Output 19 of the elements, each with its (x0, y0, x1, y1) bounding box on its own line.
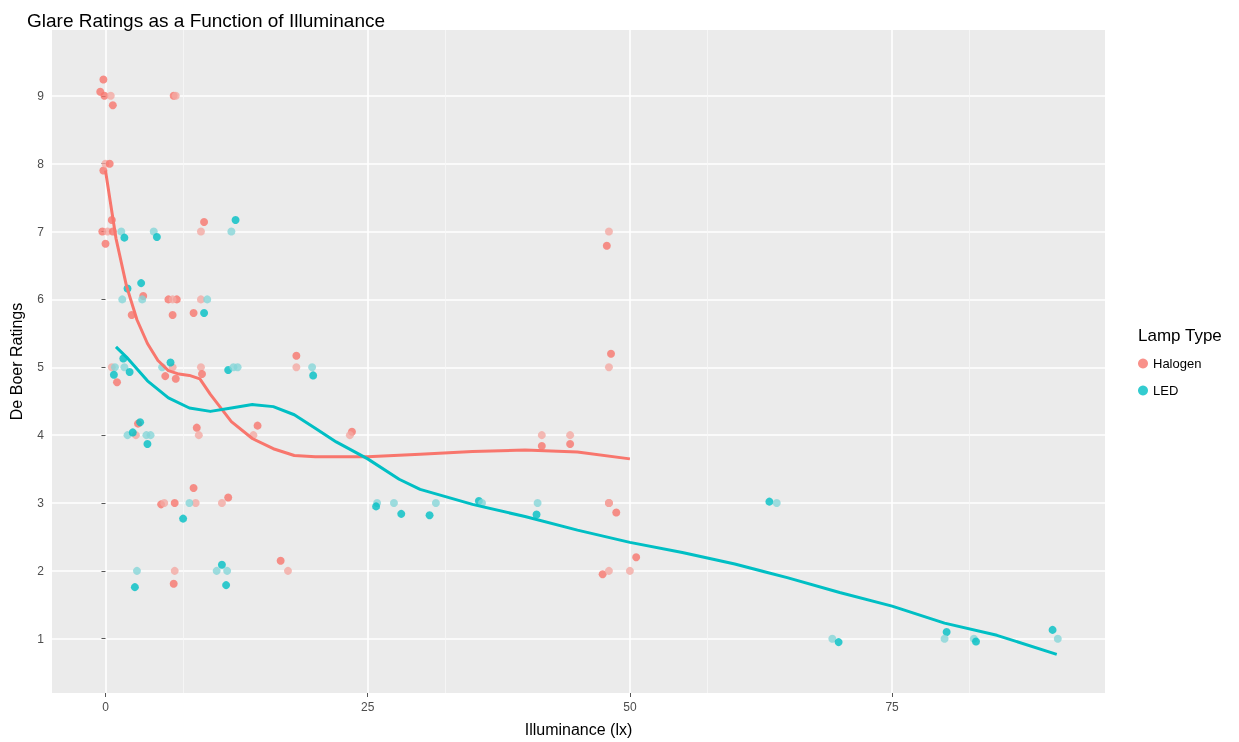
y-tick-label: 1 (37, 631, 45, 646)
y-axis-title: De Boer Ratings (7, 302, 25, 421)
y-tick-label: 5 (37, 360, 45, 375)
chart-title: Glare Ratings as a Function of Illuminance (27, 10, 386, 31)
y-tick-label: 6 (37, 292, 45, 307)
y-tick-label: 7 (37, 224, 45, 239)
y-tick-label: 9 (37, 88, 45, 103)
x-tick-label: 0 (102, 700, 110, 714)
x-tick-label: 75 (885, 700, 900, 714)
x-tick-label: 50 (623, 700, 637, 714)
legend-title: Lamp Type (1138, 326, 1222, 345)
y-tick-label: 2 (37, 563, 45, 578)
legend-label: LED (1153, 383, 1179, 398)
x-tick-label: 25 (361, 700, 375, 714)
x-axis-title: Illuminance (lx) (524, 720, 633, 738)
y-tick-label: 3 (37, 495, 45, 510)
y-tick-label: 8 (37, 156, 45, 171)
y-tick-label: 4 (37, 428, 45, 443)
legend-label: Halogen (1153, 356, 1202, 371)
